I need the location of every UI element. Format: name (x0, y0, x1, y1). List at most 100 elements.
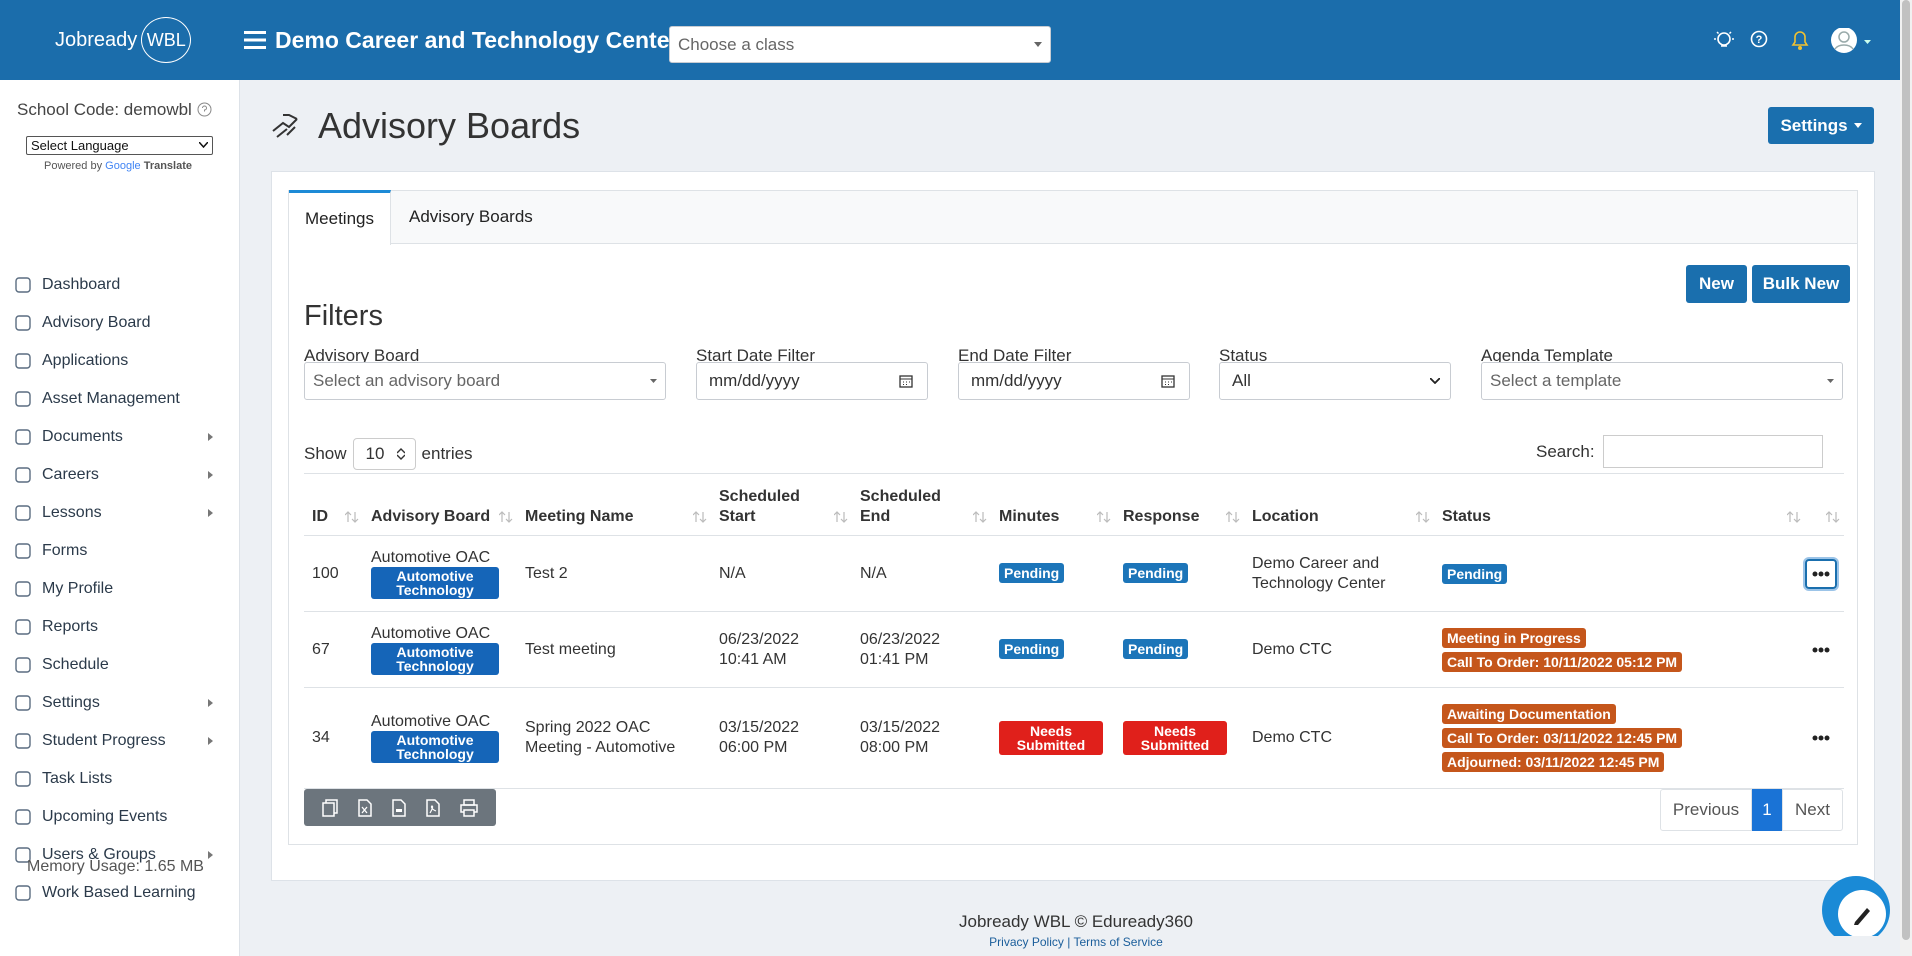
column-header[interactable]: Response (1115, 473, 1244, 536)
status-badge: Needs Submitted (1123, 720, 1227, 755)
date-line: 06/23/2022 (860, 630, 941, 648)
filter-input[interactable]: mm/dd/yyyy (696, 362, 928, 400)
nav-item[interactable]: Schedule (14, 650, 224, 680)
status-badge: Needs Submitted (999, 720, 1103, 755)
filter-input[interactable]: All (1219, 362, 1451, 400)
tab[interactable]: Meetings (289, 190, 391, 245)
board-cell: Automotive OAC Automotive Technology (363, 535, 517, 612)
column-header[interactable]: Scheduled End (852, 473, 991, 536)
nav-icon (15, 429, 31, 445)
school-title: Demo Career and Technology Center (275, 27, 679, 53)
nav-item[interactable]: Student Progress (14, 726, 224, 756)
column-header[interactable]: Meeting Name (517, 473, 711, 536)
nav-icon (15, 467, 31, 483)
nav-item[interactable]: Task Lists (14, 764, 224, 794)
filter-label: End Date Filter (958, 346, 1072, 365)
nav-item[interactable]: My Profile (14, 574, 224, 604)
nav-icon (15, 809, 31, 825)
language-select[interactable]: Select Language (26, 136, 213, 155)
column-header[interactable]: ID (304, 473, 363, 536)
class-select[interactable]: Choose a class (669, 26, 1051, 63)
nav-item[interactable]: Reports (14, 612, 224, 642)
sort-icon (1787, 511, 1801, 523)
school-code: School Code: demowbl (17, 100, 212, 120)
submenu-caret (208, 699, 213, 707)
menu-toggle[interactable] (244, 30, 266, 50)
column-header[interactable]: Advisory Board (363, 473, 517, 536)
nav-icon (15, 353, 31, 369)
privacy-link[interactable]: Privacy Policy (989, 935, 1064, 949)
date-cell: 06/23/2022 01:41 PM (852, 611, 991, 688)
filter-label: Advisory Board (304, 346, 420, 365)
page-link[interactable]: 1 (1752, 789, 1782, 831)
column-title: Status (1442, 508, 1491, 525)
pagination: Previous 1 Next (1660, 789, 1843, 831)
status-cell: Meeting in Progress Call To Order: 10/11/… (1434, 611, 1805, 688)
filter-input[interactable]: Select an advisory board (304, 362, 666, 400)
copy-button[interactable] (322, 798, 338, 817)
row-menu[interactable] (1805, 635, 1837, 665)
nav-item[interactable]: Upcoming Events (14, 802, 224, 832)
scrollbar (1900, 0, 1912, 956)
scroll-thumb[interactable] (1902, 0, 1910, 940)
submenu-caret (208, 471, 213, 479)
row-menu[interactable] (1805, 723, 1837, 753)
nav-item[interactable]: Lessons (14, 498, 224, 528)
nav-item[interactable]: Careers (14, 460, 224, 490)
column-header[interactable]: Status (1434, 473, 1805, 536)
tab[interactable]: Advisory Boards (409, 207, 533, 226)
nav-item[interactable]: Documents (14, 422, 224, 452)
sort-icon (1826, 511, 1840, 523)
page-link[interactable]: Next (1782, 789, 1843, 831)
terms-link[interactable]: Terms of Service (1073, 935, 1163, 949)
nav-item[interactable]: Applications (14, 346, 224, 376)
meeting-row: 100 Automotive OAC Automotive Technology Te… (304, 535, 1844, 612)
column-title: Meeting Name (525, 508, 634, 525)
separator: | (1067, 935, 1071, 949)
submenu-caret (208, 509, 213, 517)
filter-input[interactable]: mm/dd/yyyy (958, 362, 1190, 400)
search-input[interactable] (1602, 435, 1823, 468)
nav-label: Settings (42, 694, 100, 711)
filter-value: Select an advisory board (313, 371, 501, 390)
date-line: 06/23/2022 (719, 630, 800, 648)
nav-item[interactable]: Settings (14, 688, 224, 718)
length-select[interactable]: 10 (352, 438, 416, 470)
nav-item[interactable]: Asset Management (14, 384, 224, 414)
nav-icon (15, 391, 31, 407)
chat-widget[interactable] (1820, 874, 1890, 936)
filter-input[interactable]: Select a template (1481, 362, 1843, 400)
translate-text: Translate (143, 160, 193, 172)
column-header[interactable]: Location (1244, 473, 1434, 536)
action-button[interactable]: Bulk New (1752, 265, 1850, 303)
csv-button[interactable] (392, 798, 406, 817)
help-icon[interactable] (197, 102, 212, 117)
brand-badge: WBL (141, 17, 192, 63)
print-button[interactable] (460, 798, 478, 817)
nav-item[interactable]: Advisory Board (14, 308, 224, 338)
nav-item[interactable]: Forms (14, 536, 224, 566)
main: Advisory Boards Settings Meetings Advisor… (240, 80, 1912, 956)
settings-button[interactable]: Settings (1768, 107, 1874, 144)
action-button[interactable]: New (1686, 265, 1747, 303)
nav-item[interactable]: Dashboard (14, 270, 224, 300)
logo[interactable]: Jobready WBL (55, 14, 192, 66)
show-text: Show (304, 444, 347, 463)
row-menu[interactable] (1805, 558, 1837, 589)
caret (199, 142, 208, 148)
badge-cell: Pending (1115, 611, 1244, 688)
top-bar: Jobready WBL Demo Career and Technology … (0, 0, 1912, 80)
search-label: Search: (1536, 441, 1595, 461)
column-header[interactable]: Minutes (991, 473, 1115, 536)
nav-item[interactable]: Users & Groups (14, 840, 224, 870)
nav-item[interactable]: Work Based Learning (14, 878, 224, 908)
filter-value: mm/dd/yyyy (709, 371, 800, 390)
header-icons[interactable]: ? (1714, 28, 1874, 54)
pdf-button[interactable] (426, 798, 440, 817)
column-header[interactable]: Scheduled Start (711, 473, 852, 536)
page-link[interactable]: Previous (1660, 789, 1752, 831)
status-badge: Pending (999, 639, 1065, 659)
nav-icon (15, 657, 31, 673)
board-tag: Automotive Technology (371, 642, 499, 675)
excel-button[interactable] (358, 798, 372, 817)
